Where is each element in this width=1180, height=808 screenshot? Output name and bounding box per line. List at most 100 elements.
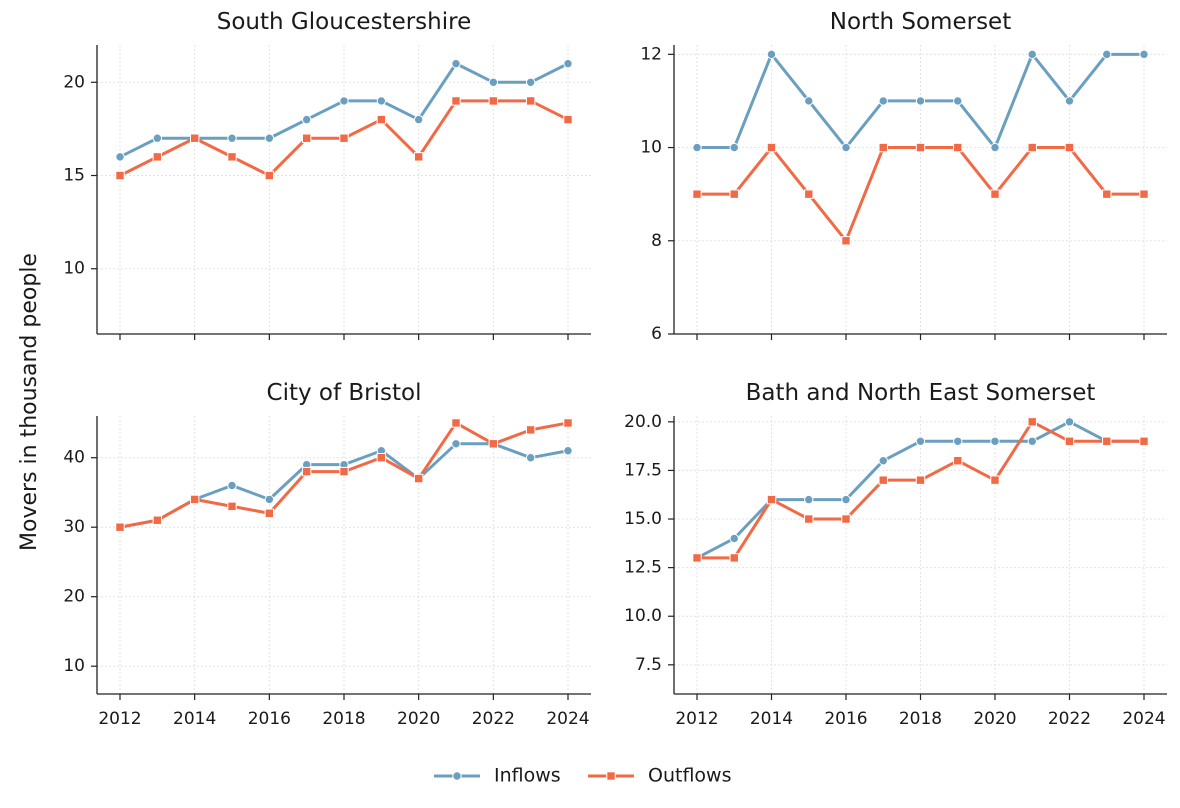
data-point-inflows [1139,49,1149,60]
data-point-inflows [804,96,814,106]
y-tick-label: 12 [640,44,662,64]
y-tick-label: 15 [63,166,85,186]
x-tick-label: 2014 [173,709,216,729]
x-tick-label: 2012 [675,709,718,729]
data-point-outflows [189,494,200,505]
data-point-inflows [953,436,963,446]
data-point-outflows [525,425,536,435]
data-point-inflows [264,133,275,143]
legend-item-outflows: Outflows [588,765,731,787]
data-point-inflows [264,494,275,505]
data-point-inflows [878,96,888,106]
data-point-inflows [841,494,851,505]
x-tick-label: 2024 [1122,709,1165,729]
y-tick-label: 40 [63,448,85,468]
data-point-inflows [766,49,777,60]
data-point-outflows [488,96,499,106]
panel-south-gloucestershire: South Gloucestershire 10 15 20 [63,9,591,340]
data-point-outflows [301,466,312,477]
data-point-outflows [804,514,814,524]
data-point-inflows [152,133,163,143]
data-point-outflows [1027,142,1037,153]
data-point-inflows [301,114,312,125]
series-outflows [115,418,573,532]
data-point-inflows [525,453,536,463]
data-point-inflows [804,494,814,505]
y-tick-label: 17.5 [624,460,662,480]
data-point-outflows [115,522,125,532]
y-tick-label: 10 [640,138,662,158]
data-point-inflows [1027,436,1037,446]
x-tick-label: 2020 [397,709,440,729]
x-tick-label: 2020 [973,709,1016,729]
y-axis-label: Movers in thousand people [17,253,42,551]
series-inflows [115,58,573,162]
data-point-outflows [1102,189,1112,199]
data-point-outflows [766,142,777,153]
data-point-outflows [115,170,125,181]
data-point-outflows [264,508,275,519]
y-tick-label: 15.0 [624,509,662,529]
y-tick-label: 20.0 [624,412,662,432]
data-point-inflows [227,480,237,491]
data-point-outflows [766,494,777,505]
x-tick-label: 2014 [750,709,793,729]
data-point-outflows [692,553,702,563]
data-point-inflows [692,142,702,153]
data-point-outflows [488,439,499,449]
data-point-outflows [1064,142,1075,153]
data-point-outflows [729,189,739,199]
data-point-outflows [227,501,237,512]
data-point-outflows [878,475,888,485]
data-point-outflows [1139,436,1149,446]
data-point-inflows [339,96,349,106]
panel-bath-and-north-east-somerset: Bath and North East Somerset 7.5 10.0 12.5 1… [624,380,1167,729]
data-point-outflows [804,189,814,199]
data-point-inflows [1064,417,1075,427]
y-tick-label: 7.5 [635,655,662,675]
data-point-inflows [563,446,573,456]
panel-north-somerset: North Somerset 6 8 10 12 [640,9,1167,344]
data-point-outflows [1102,436,1112,446]
x-tick-label: 2016 [824,709,867,729]
data-point-outflows [413,473,424,484]
data-point-inflows [451,439,461,449]
panels: South Gloucestershire 10 15 20 North Somerse… [63,9,1167,729]
data-point-outflows [376,453,387,463]
legend-marker-outflows [606,771,616,781]
series-outflows [115,96,573,181]
series-inflows [692,49,1149,153]
data-point-inflows [563,58,573,69]
data-point-inflows [878,456,888,466]
data-point-outflows [413,152,424,162]
data-point-outflows [915,475,926,485]
data-point-outflows [376,114,387,125]
data-point-outflows [953,456,963,466]
data-point-outflows [227,152,237,162]
panel-title: Bath and North East Somerset [746,380,1096,406]
y-tick-label: 8 [651,231,662,251]
data-point-outflows [990,475,1000,485]
data-point-outflows [1064,436,1075,446]
y-tick-label: 12.5 [624,558,662,578]
y-tick-label: 20 [63,587,85,607]
legend-label: Outflows [648,765,731,787]
panel-title: South Gloucestershire [217,9,471,35]
x-tick-label: 2022 [1048,709,1091,729]
data-point-inflows [990,436,1000,446]
data-point-inflows [525,77,536,87]
data-point-inflows [841,142,851,153]
data-point-inflows [227,133,237,143]
data-point-inflows [1064,96,1075,106]
x-tick-label: 2018 [899,709,942,729]
data-point-outflows [841,514,851,524]
x-tick-label: 2022 [472,709,515,729]
data-point-inflows [413,114,424,125]
legend-item-inflows: Inflows [434,765,561,787]
data-point-inflows [915,436,926,446]
data-point-outflows [729,553,739,563]
x-tick-label: 2024 [546,709,589,729]
x-tick-label: 2018 [322,709,365,729]
data-point-outflows [563,418,573,428]
